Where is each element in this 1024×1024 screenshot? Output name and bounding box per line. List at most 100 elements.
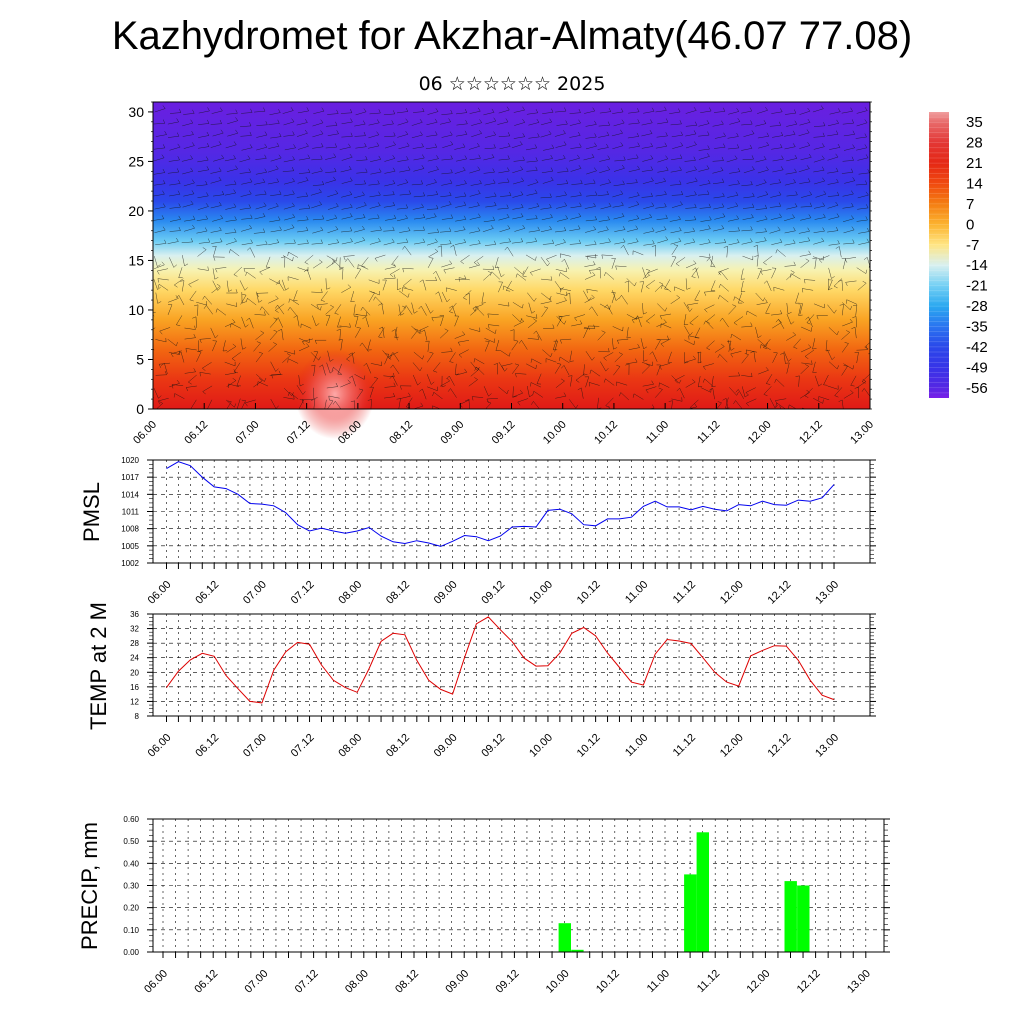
wind-barb-flag [421, 203, 424, 208]
wind-barb [288, 251, 299, 258]
wind-barb [772, 158, 784, 162]
x-tick-label: 13.00 [845, 968, 873, 996]
wind-barb-flag [321, 143, 324, 147]
wind-barb [484, 134, 496, 138]
wind-barb [828, 327, 838, 336]
wind-barb [628, 195, 640, 199]
wind-barb [555, 242, 566, 246]
wind-barb [507, 246, 514, 257]
wind-barb-flag [807, 178, 811, 183]
wind-barb-flag [494, 201, 497, 206]
wind-barb-flag [636, 191, 640, 196]
wind-barb-flag [765, 299, 768, 303]
wind-barb-flag [703, 366, 706, 370]
wind-barb [698, 123, 710, 127]
wind-barb-flag [603, 272, 606, 277]
wind-barb [775, 398, 787, 401]
wind-barb [513, 136, 525, 139]
wind-barb [167, 339, 177, 347]
wind-barb [757, 268, 762, 280]
wind-barb-flag [363, 363, 367, 367]
wind-barb [356, 159, 368, 161]
wind-barb-flag [163, 203, 166, 208]
wind-barb-flag [157, 284, 160, 289]
wind-barb-flag [775, 400, 778, 405]
wind-barb [182, 134, 194, 137]
wind-barb [571, 183, 583, 185]
wind-barb [714, 146, 726, 149]
wind-barb [843, 147, 855, 151]
wind-barb-flag [392, 392, 396, 397]
wind-barb [626, 182, 638, 185]
wind-barb-flag [798, 314, 803, 316]
wind-barb [441, 291, 448, 303]
wind-barb-flag [763, 347, 768, 350]
wind-barb [428, 251, 439, 258]
wind-barb-flag [465, 120, 468, 124]
wind-barb [153, 172, 165, 175]
wind-barb [169, 146, 181, 151]
wind-barb-flag [864, 346, 869, 350]
wind-barb-flag [881, 240, 883, 244]
wind-barb [612, 145, 624, 150]
wind-barb-flag [245, 271, 247, 276]
wind-barb [210, 144, 222, 148]
wind-barb-flag [407, 166, 411, 171]
wind-barb [270, 194, 282, 196]
x-tick-label: 06.12 [193, 732, 221, 760]
wind-barb-flag [592, 107, 596, 112]
wind-barb [255, 353, 263, 363]
wind-barb-flag [291, 392, 294, 397]
wind-barb [441, 113, 453, 115]
wind-barb [184, 371, 196, 374]
wind-barb-flag [220, 214, 224, 219]
wind-barb [197, 249, 207, 257]
wind-barb [226, 303, 237, 307]
wind-barb [756, 302, 768, 305]
wind-barb-flag [249, 144, 253, 148]
wind-barb [753, 351, 756, 363]
wind-barb-flag [405, 118, 409, 123]
wind-barb-flag [264, 168, 267, 173]
wind-barb-flag [331, 367, 334, 372]
wind-barb [355, 111, 367, 116]
wind-barb [760, 344, 771, 351]
wind-barb [362, 306, 371, 316]
wind-barb-flag [228, 249, 231, 254]
wind-barb-flag [694, 121, 698, 126]
wind-barb-flag [736, 238, 740, 243]
wind-barb [472, 304, 484, 309]
wind-barb [484, 147, 496, 150]
colorbar-label: -35 [966, 319, 988, 336]
wind-barb [628, 204, 639, 209]
wind-barb-flag [491, 153, 495, 158]
wind-barb [270, 136, 282, 139]
wind-barb [527, 338, 539, 340]
wind-barb [670, 256, 677, 267]
wind-barb [498, 181, 510, 184]
wind-barb-flag [637, 142, 640, 147]
wind-barb-flag [190, 200, 194, 205]
wind-barb-flag [561, 286, 564, 291]
wind-barb [297, 180, 309, 184]
wind-barb-flag [376, 119, 380, 123]
wind-barb-flag [303, 269, 308, 272]
wind-barb-flag [402, 246, 405, 250]
wind-barb [159, 362, 171, 365]
wind-barb-flag [405, 214, 408, 219]
wind-barb-flag [162, 119, 166, 124]
wind-barb [712, 123, 724, 127]
wind-barb [204, 295, 212, 305]
wind-barb [641, 217, 652, 221]
wind-barb [514, 122, 525, 126]
wind-barb [488, 324, 500, 327]
wind-barb [181, 280, 185, 292]
wind-barb-flag [543, 306, 548, 309]
wind-barb [800, 366, 809, 374]
wind-barb-flag [586, 256, 589, 260]
wind-barb-flag [157, 278, 159, 283]
wind-barb [182, 255, 185, 266]
wind-barb [352, 375, 356, 387]
wind-barb-flag [696, 351, 701, 354]
wind-barb-flag [488, 393, 492, 397]
